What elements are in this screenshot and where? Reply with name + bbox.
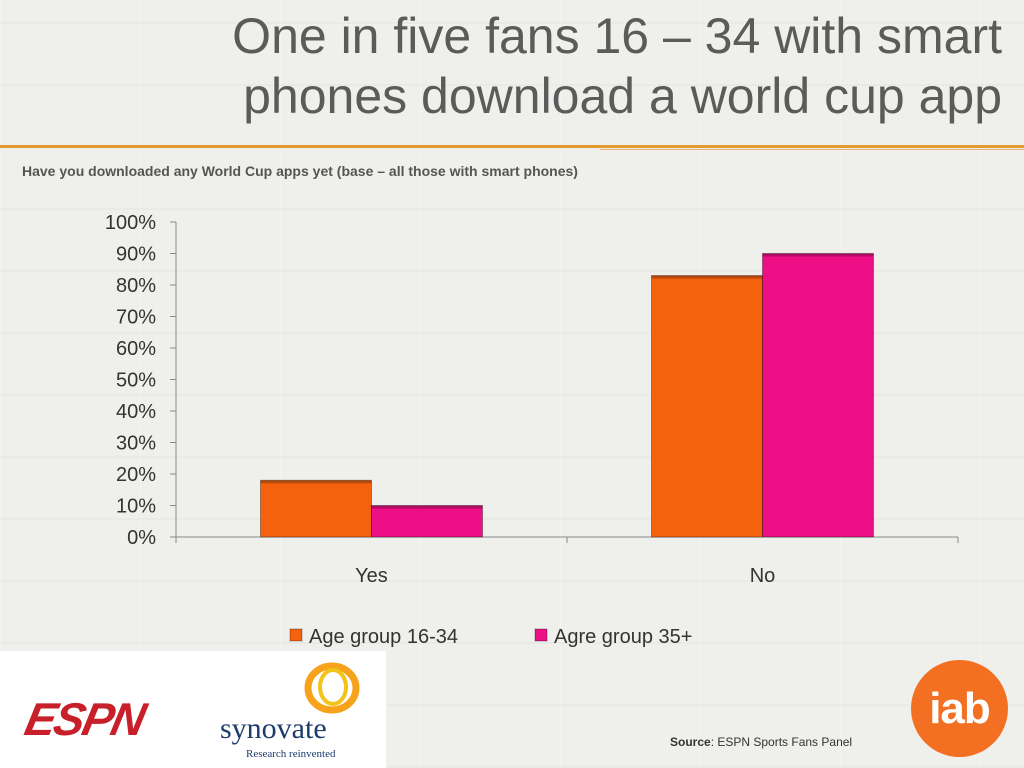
legend-label: Age group 16-34: [309, 626, 458, 648]
source-label: Source: [670, 735, 711, 749]
espn-logo: ESPN: [20, 693, 149, 745]
y-tick-label: 0%: [127, 527, 156, 549]
chart-legend: Age group 16-34 Agre group 35+: [289, 626, 692, 648]
iab-logo: iab: [911, 660, 1008, 757]
bar-top-edge: [651, 275, 763, 279]
accent-rule-secondary: [600, 149, 1024, 150]
synovate-tagline: Research reinvented: [246, 748, 336, 760]
title-line-2: phones download a world cup app: [243, 68, 1002, 124]
synovate-ring-icon: [304, 662, 360, 714]
y-tick-label: 100%: [105, 212, 156, 234]
y-tick-label: 10%: [116, 496, 156, 518]
synovate-logo: synovate: [220, 712, 327, 745]
source-note: Source: ESPN Sports Fans Panel: [670, 735, 852, 749]
y-tick-label: 60%: [116, 338, 156, 360]
x-category-label: No: [750, 565, 776, 587]
bar: [651, 275, 763, 538]
title-line-1: One in five fans 16 – 34 with smart: [232, 8, 1002, 64]
bar-chart: 0%10%20%30%40%50%60%70%80%90%100% Yes No …: [105, 212, 959, 648]
bar-top-edge: [260, 480, 372, 484]
accent-rule: [0, 145, 1024, 148]
y-tick-label: 70%: [116, 307, 156, 329]
legend-swatch: [534, 628, 548, 642]
y-tick-label: 30%: [116, 433, 156, 455]
y-tick-label: 50%: [116, 370, 156, 392]
chart-bars: [260, 253, 874, 538]
legend-label: Agre group 35+: [554, 626, 692, 648]
bar: [762, 253, 874, 538]
y-tick-label: 90%: [116, 244, 156, 266]
y-tick-label: 80%: [116, 275, 156, 297]
y-tick-labels: 0% 10% 20% 30% 40% 50% 60% 70% 80% 90% 100%: [105, 212, 156, 549]
page-title: One in five fans 16 – 34 with smart phon…: [42, 6, 1002, 126]
bar-top-edge: [762, 253, 874, 257]
source-text: : ESPN Sports Fans Panel: [710, 735, 853, 749]
legend-swatch: [289, 628, 303, 642]
bar: [260, 479, 372, 538]
x-category-labels: Yes No: [355, 565, 775, 587]
bar: [371, 505, 483, 538]
bar-top-edge: [371, 505, 483, 509]
y-tick-label: 20%: [116, 464, 156, 486]
x-category-label: Yes: [355, 565, 388, 587]
chart-subtitle: Have you downloaded any World Cup apps y…: [22, 163, 578, 179]
y-tick-label: 40%: [116, 401, 156, 423]
